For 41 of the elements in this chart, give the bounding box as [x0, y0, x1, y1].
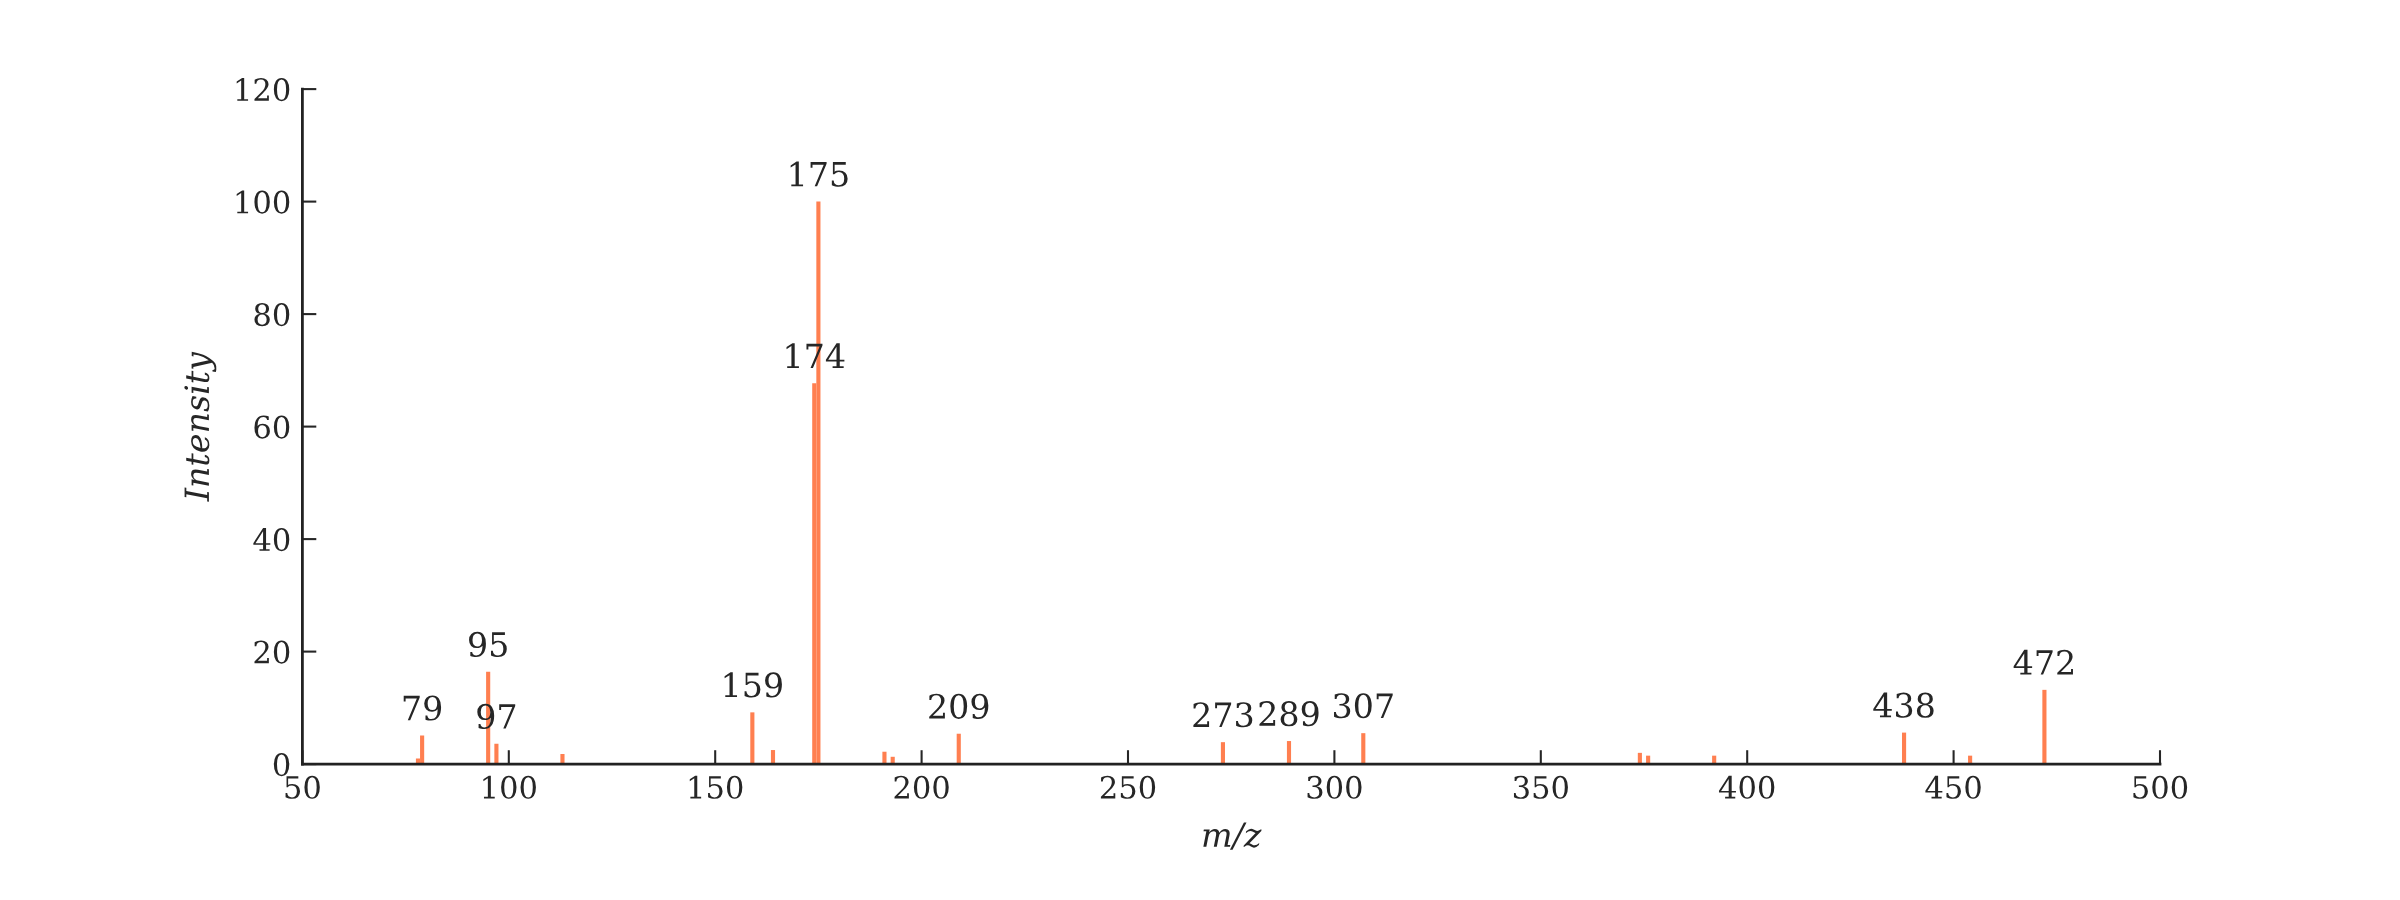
bar [882, 751, 887, 765]
annotation: 307 [1334, 693, 1393, 719]
y-tick-label: 20 [254, 640, 290, 664]
annotation: 159 [724, 672, 782, 698]
annotation: 273 [1193, 702, 1253, 728]
x-tick-label: 500 [2133, 775, 2188, 799]
bar [1286, 741, 1292, 765]
y-tick-label: 100 [236, 190, 290, 214]
bar [750, 712, 755, 765]
bar [1220, 742, 1226, 765]
bar [2042, 689, 2047, 765]
x-tick-label: 50 [285, 775, 320, 799]
x-axis-title: m/z [1203, 822, 1262, 850]
annotation: 95 [469, 631, 507, 658]
x-tick-label: 350 [1513, 775, 1568, 799]
y-axis-title: Intensity [184, 351, 217, 502]
x-tick-label: 100 [483, 775, 536, 799]
bar [1361, 733, 1366, 765]
annotation: 472 [2013, 649, 2073, 675]
y-tick-label: 60 [254, 415, 290, 439]
x-tick-label: 200 [894, 775, 949, 799]
annotation: 79 [403, 695, 442, 721]
y-tick-label: 80 [254, 303, 290, 327]
bar [770, 750, 776, 765]
annotation: 209 [929, 693, 989, 719]
bar [956, 733, 961, 765]
x-tick-label: 300 [1307, 775, 1362, 799]
y-tick-label: 0 [273, 753, 290, 777]
annotation: 438 [1873, 692, 1934, 718]
x-tick-label: 150 [689, 775, 743, 799]
bar [420, 735, 425, 765]
bar [560, 753, 565, 765]
bar [1902, 732, 1907, 765]
x-tick-label: 450 [1925, 775, 1981, 799]
bar [494, 743, 499, 765]
annotation: 289 [1259, 701, 1319, 727]
x-tick-label: 250 [1100, 775, 1156, 799]
y-tick-label: 40 [253, 528, 290, 552]
x-tick-label: 400 [1718, 775, 1775, 799]
y-tick-label: 120 [236, 78, 290, 102]
annotation: 175 [790, 161, 848, 187]
